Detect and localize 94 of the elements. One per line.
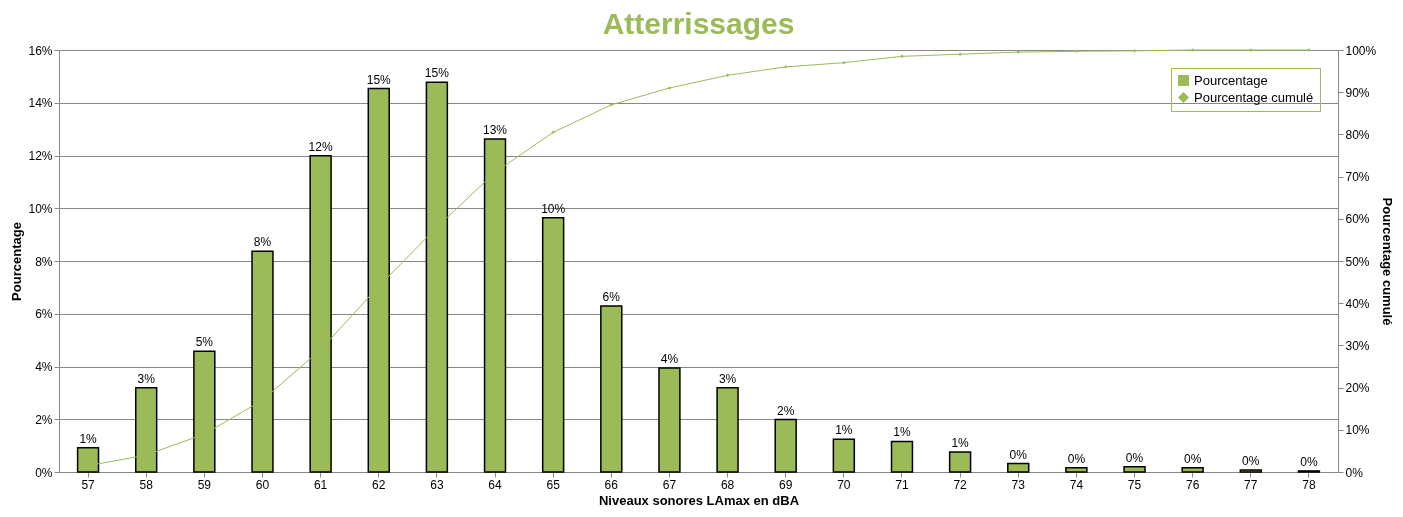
- bar: [774, 418, 797, 473]
- data-label: 15%: [366, 72, 392, 87]
- data-label: 1%: [79, 431, 98, 446]
- legend-label: Pourcentage cumulé: [1194, 89, 1314, 105]
- data-label: 3%: [718, 371, 737, 386]
- point: [609, 103, 614, 107]
- data-label: 2%: [777, 403, 795, 418]
- data-label: 3%: [137, 371, 156, 386]
- bar: [1123, 465, 1146, 473]
- x-tick-label: 73: [1011, 477, 1026, 492]
- bar: [890, 440, 914, 473]
- data-label: 0%: [1009, 447, 1028, 462]
- y2-tick-label: 0%: [1345, 465, 1364, 480]
- data-label: 0%: [1300, 454, 1318, 469]
- x-tick-label: 59: [197, 477, 212, 492]
- data-label: 6%: [602, 290, 621, 305]
- x-tick-label: 67: [662, 477, 677, 492]
- x-tick-label: 58: [139, 477, 154, 492]
- x-tick-label: 72: [953, 477, 968, 492]
- x-tick-label: 60: [255, 477, 270, 492]
- data-label: 1%: [835, 423, 853, 438]
- bar: [716, 387, 739, 473]
- point: [958, 52, 962, 56]
- x-tick-label: 62: [372, 477, 386, 492]
- y2-axis-title: Pourcentage cumulé: [1380, 197, 1396, 326]
- x-tick-label: 61: [313, 477, 328, 492]
- x-tick-label: 76: [1185, 477, 1200, 492]
- x-tick-label: 75: [1127, 477, 1142, 492]
- x-tick-label: 65: [546, 477, 561, 492]
- bar: [541, 216, 565, 473]
- bar: [1007, 462, 1030, 473]
- data-label: 0%: [1125, 450, 1144, 465]
- y2-tick-label: 40%: [1345, 296, 1370, 311]
- y2-tick-label: 70%: [1345, 170, 1370, 185]
- point: [1016, 50, 1020, 54]
- data-label: 0%: [1067, 451, 1086, 466]
- y2-tick-label: 10%: [1345, 423, 1370, 438]
- y2-tick-label: 60%: [1345, 212, 1370, 227]
- y2-tick-label: 30%: [1345, 338, 1370, 353]
- point: [551, 130, 555, 135]
- data-label: 0%: [1242, 453, 1260, 468]
- y-tick-label: 4%: [35, 360, 53, 374]
- x-tick-label: 70: [837, 477, 851, 492]
- data-label: 0%: [1183, 451, 1202, 466]
- y-tick-label: 0%: [35, 465, 53, 480]
- bar: [1239, 469, 1263, 473]
- point: [900, 54, 904, 59]
- legend-label: Pourcentage: [1194, 72, 1268, 88]
- y2-tick-label: 20%: [1345, 381, 1370, 396]
- data-label: 12%: [308, 139, 333, 154]
- point: [1074, 49, 1079, 53]
- data-label: 15%: [424, 66, 450, 81]
- chart-title: Atterrissages: [602, 7, 795, 40]
- y-tick-label: 6%: [35, 307, 53, 322]
- y-tick-label: 12%: [28, 149, 53, 163]
- data-label: 4%: [660, 352, 679, 367]
- y2-tick-label: 80%: [1345, 127, 1370, 142]
- bar: [1181, 467, 1204, 473]
- bar: [832, 438, 856, 473]
- y2-tick-label: 90%: [1345, 85, 1370, 100]
- x-tick-label: 77: [1244, 477, 1258, 492]
- x-tick-label: 71: [895, 477, 909, 492]
- data-label: 8%: [253, 235, 272, 250]
- data-label: 5%: [195, 335, 214, 350]
- x-tick-label: 78: [1302, 477, 1316, 492]
- x-tick-label: 68: [720, 477, 735, 492]
- x-tick-label: 69: [779, 477, 793, 492]
- point: [1132, 49, 1137, 53]
- data-label: 13%: [483, 122, 508, 137]
- y-tick-label: 10%: [28, 201, 53, 216]
- x-tick-label: 57: [81, 477, 96, 492]
- y-tick-label: 14%: [28, 96, 53, 111]
- y-tick-label: 2%: [35, 412, 53, 427]
- point: [842, 60, 846, 65]
- bar: [658, 367, 681, 473]
- bar: [600, 305, 623, 473]
- y-tick-label: 16%: [28, 43, 53, 58]
- bar: [948, 451, 972, 473]
- y2-tick-label: 100%: [1345, 43, 1377, 58]
- x-tick-label: 66: [604, 477, 619, 492]
- point: [667, 86, 672, 90]
- y-axis-title: Pourcentage: [9, 222, 25, 301]
- data-label: 1%: [893, 425, 911, 440]
- point: [1190, 48, 1195, 52]
- bar: [1065, 467, 1088, 473]
- x-tick-label: 64: [488, 477, 503, 492]
- y-tick-label: 8%: [35, 254, 53, 269]
- x-tick-label: 74: [1069, 477, 1084, 492]
- x-tick-label: 63: [430, 477, 444, 492]
- data-label: 10%: [541, 201, 566, 216]
- data-label: 1%: [951, 435, 970, 450]
- point: [783, 65, 788, 69]
- y2-tick-label: 50%: [1345, 254, 1370, 269]
- x-axis-title: Niveaux sonores LAmax en dBA: [598, 492, 800, 508]
